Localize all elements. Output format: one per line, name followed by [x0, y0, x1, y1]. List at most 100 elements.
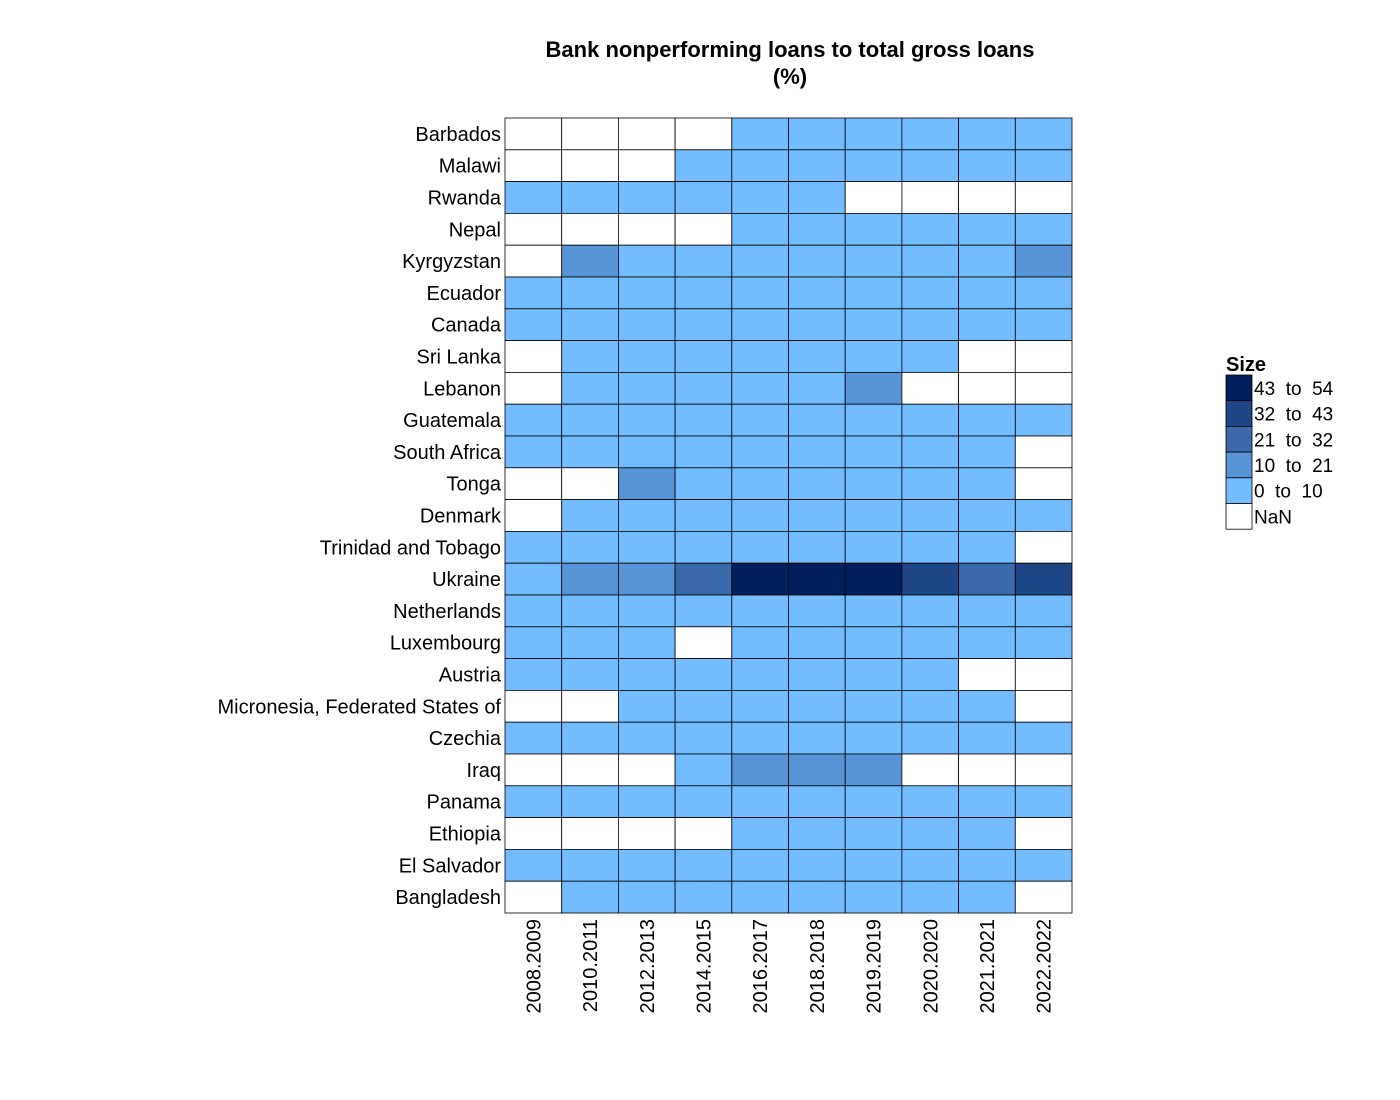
- x-tick-label: 2019.2019: [864, 919, 886, 1014]
- heatmap-cell: [504, 435, 563, 469]
- legend-swatch: [1225, 503, 1253, 530]
- heatmap-cell: [561, 690, 619, 723]
- heatmap-cell: [788, 308, 846, 341]
- heatmap-cell: [901, 117, 960, 151]
- heatmap-cell: [618, 721, 676, 755]
- heatmap-cell: [674, 435, 733, 469]
- heatmap-cell: [844, 181, 903, 214]
- heatmap-cell: [788, 562, 846, 596]
- heatmap-cell: [618, 594, 676, 628]
- heatmap-cell: [504, 499, 563, 532]
- heatmap-cell: [958, 531, 1016, 564]
- heatmap-cell: [731, 817, 789, 850]
- heatmap-cell: [674, 849, 733, 882]
- heatmap-cell: [788, 785, 846, 818]
- heatmap-cell: [618, 531, 676, 564]
- heatmap-cell: [504, 212, 563, 246]
- heatmap-cell: [561, 817, 619, 850]
- heatmap-cell: [561, 308, 619, 341]
- heatmap-cell: [561, 403, 619, 437]
- y-tick-label: Rwanda: [428, 188, 502, 210]
- heatmap-cell: [1014, 467, 1073, 500]
- y-tick-label: Canada: [431, 315, 502, 337]
- heatmap-cell: [504, 117, 563, 151]
- heatmap-cell: [561, 212, 619, 246]
- heatmap-cell: [958, 785, 1016, 818]
- heatmap-cell: [958, 626, 1016, 659]
- heatmap-cell: [844, 435, 903, 469]
- heatmap-cell: [674, 276, 733, 310]
- x-tick-label: 2008.2009: [523, 919, 545, 1014]
- heatmap-cell: [788, 212, 846, 246]
- y-tick-label: Trinidad and Tobago: [320, 537, 501, 559]
- heatmap-cell: [618, 371, 676, 405]
- heatmap-cell: [561, 849, 619, 882]
- heatmap-cell: [958, 721, 1016, 755]
- heatmap-cell: [618, 658, 676, 691]
- heatmap-cell: [618, 880, 676, 914]
- heatmap-cell: [958, 753, 1016, 787]
- y-tick-label: Sri Lanka: [417, 347, 502, 369]
- heatmap-cell: [1014, 117, 1073, 151]
- heatmap-cell: [674, 658, 733, 691]
- heatmap-cell: [618, 849, 676, 882]
- heatmap-cell: [561, 276, 619, 310]
- heatmap-cell: [958, 435, 1016, 469]
- heatmap-cell: [731, 626, 789, 659]
- heatmap-cell: [1014, 499, 1073, 532]
- heatmap-cell: [561, 149, 619, 183]
- legend-label: 43 to 54: [1254, 379, 1334, 400]
- heatmap-cell: [958, 499, 1016, 532]
- heatmap-cell: [788, 880, 846, 914]
- x-tick-label: 2014.2015: [693, 919, 715, 1014]
- heatmap-cell: [901, 308, 960, 341]
- heatmap-cell: [788, 817, 846, 850]
- heatmap-cell: [958, 690, 1016, 723]
- heatmap-cell: [844, 244, 903, 278]
- heatmap-cell: [504, 403, 563, 437]
- heatmap-cell: [731, 244, 789, 278]
- heatmap-cell: [731, 149, 789, 183]
- heatmap-cell: [788, 531, 846, 564]
- heatmap-cell: [618, 212, 676, 246]
- heatmap-cell: [958, 276, 1016, 310]
- legend-swatch: [1225, 374, 1253, 402]
- heatmap-cell: [731, 849, 789, 882]
- heatmap-cell: [1014, 562, 1073, 596]
- heatmap-cell: [1014, 721, 1073, 755]
- heatmap-cell: [504, 531, 563, 564]
- x-axis-labels: 2008.2009 2010.2011 2012.2013 2014.2015 2016…: [523, 919, 1055, 1014]
- heatmap-cell: [674, 117, 733, 151]
- heatmap-cell: [844, 212, 903, 246]
- heatmap-cells: [504, 117, 1073, 914]
- heatmap-cell: [788, 371, 846, 405]
- heatmap-cell: [504, 880, 563, 914]
- heatmap-cell: [674, 785, 733, 818]
- heatmap-cell: [674, 531, 733, 564]
- heatmap-cell: [788, 276, 846, 310]
- heatmap-cell: [731, 340, 789, 373]
- heatmap-cell: [958, 467, 1016, 500]
- heatmap-cell: [674, 562, 733, 596]
- heatmap-cell: [561, 785, 619, 818]
- heatmap-cell: [504, 562, 563, 596]
- heatmap-cell: [844, 690, 903, 723]
- heatmap-cell: [674, 181, 733, 214]
- heatmap-cell: [674, 817, 733, 850]
- heatmap-cell: [731, 181, 789, 214]
- heatmap-cell: [561, 562, 619, 596]
- heatmap-cell: [504, 181, 563, 214]
- heatmap-cell: [674, 690, 733, 723]
- heatmap-cell: [958, 308, 1016, 341]
- heatmap-cell: [618, 499, 676, 532]
- y-tick-label: Guatemala: [403, 410, 502, 432]
- heatmap-cell: [788, 626, 846, 659]
- heatmap-cell: [788, 594, 846, 628]
- legend-label: 21 to 32: [1254, 430, 1333, 451]
- heatmap-cell: [1014, 244, 1073, 278]
- y-tick-label: Ecuador: [427, 283, 502, 305]
- heatmap-cell: [731, 467, 789, 500]
- legend-swatch: [1225, 425, 1253, 453]
- heatmap-cell: [561, 467, 619, 500]
- y-tick-label: Panama: [427, 792, 502, 814]
